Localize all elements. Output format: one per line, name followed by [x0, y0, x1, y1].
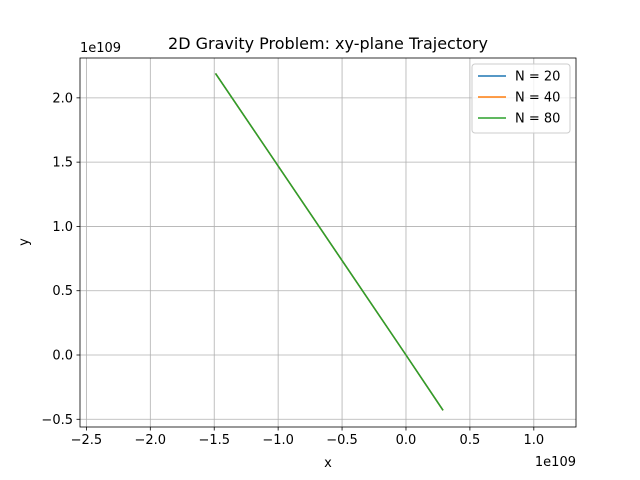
x-tick-label-3: −1.0: [262, 433, 294, 448]
x-tick-label-5: 0.0: [396, 433, 417, 448]
series-line-3: [214, 73, 444, 411]
legend-label-3: N = 80: [515, 112, 560, 127]
y-tick-label-0: −0.5: [41, 413, 73, 428]
legend: N = 20 N = 40 N = 80: [471, 63, 571, 134]
y-axis-offset-text: 1e109: [80, 41, 121, 56]
x-tick-label-7: 1.0: [523, 433, 544, 448]
x-tick-label-2: −1.5: [198, 433, 230, 448]
legend-box: [471, 63, 571, 134]
y-tick-label-4: 1.5: [52, 156, 73, 171]
y-tick-label-2: 0.5: [52, 284, 73, 299]
x-tick-label-4: −0.5: [326, 433, 358, 448]
legend-label-2: N = 40: [515, 91, 560, 106]
plot-area: −2.5 −2.0 −1.5 −1.0 −0.5 0.0 0.5 1.0 −0.5 0.0 0.5 1…: [41, 57, 577, 448]
chart-title: 2D Gravity Problem: xy-plane Trajectory: [168, 34, 488, 53]
axes-frame: [79, 57, 577, 428]
y-axis-label: y: [17, 238, 32, 246]
x-tick-label-0: −2.5: [71, 433, 103, 448]
x-tick-label-1: −2.0: [135, 433, 167, 448]
y-tick-label-3: 1.0: [52, 220, 73, 235]
x-tick-label-6: 0.5: [460, 433, 481, 448]
legend-label-1: N = 20: [515, 70, 560, 85]
x-axis-label: x: [324, 456, 332, 471]
y-tick-label-5: 2.0: [52, 91, 73, 106]
y-tick-label-1: 0.0: [52, 349, 73, 364]
x-axis-offset-text: 1e109: [535, 455, 576, 470]
